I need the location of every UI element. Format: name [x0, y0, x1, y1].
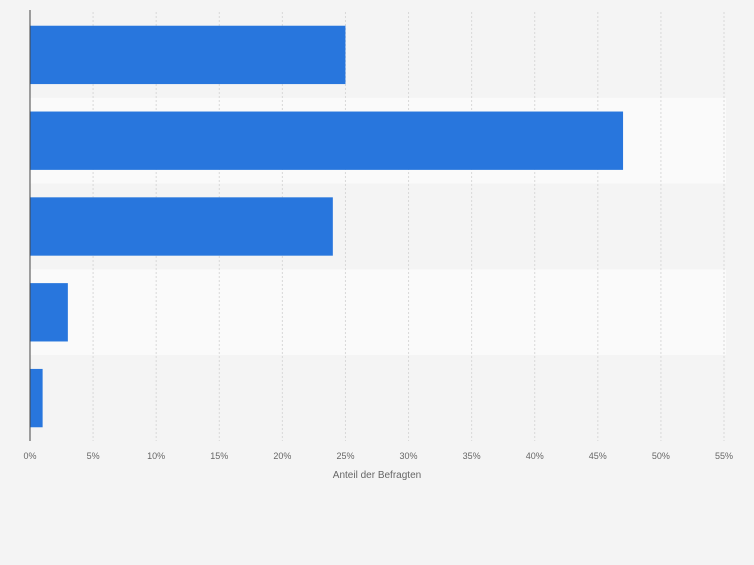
x-tick-labels: 0% 5% 10% 15% 20% 25% 30% 35% 40% 45% 50% 55%	[23, 451, 733, 461]
bar	[30, 283, 68, 342]
row-band	[30, 355, 726, 441]
bars	[30, 25, 624, 428]
bar	[30, 25, 346, 85]
x-tick-label: 40%	[526, 451, 544, 461]
bar	[30, 111, 624, 170]
x-tick-label: 45%	[589, 451, 607, 461]
x-tick-label: 55%	[715, 451, 733, 461]
x-tick-label: 15%	[210, 451, 228, 461]
x-tick-label: 35%	[463, 451, 481, 461]
x-tick-label: 25%	[336, 451, 354, 461]
x-tick-label: 5%	[87, 451, 100, 461]
bar	[30, 368, 43, 428]
gridlines	[92, 12, 725, 441]
x-tick-label: 10%	[147, 451, 165, 461]
x-tick-label: 50%	[652, 451, 670, 461]
x-axis-title: Anteil der Befragten	[333, 470, 421, 481]
x-tick-label: 30%	[400, 451, 418, 461]
row-band	[30, 269, 726, 356]
bar	[30, 197, 333, 256]
x-tick-label: 20%	[273, 451, 291, 461]
x-tick-label: 0%	[23, 451, 36, 461]
